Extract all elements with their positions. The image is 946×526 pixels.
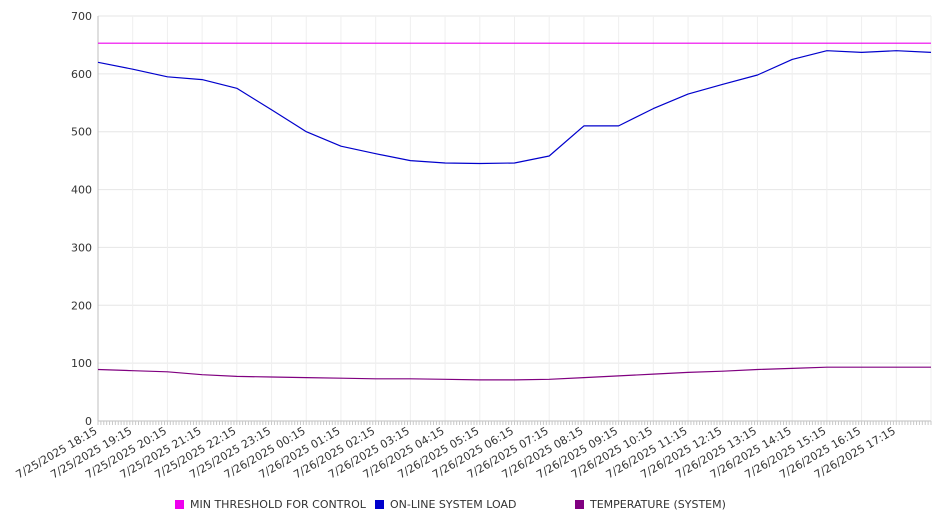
legend-item-min-threshold[interactable]: MIN THRESHOLD FOR CONTROL: [175, 498, 366, 511]
y-tick-label: 700: [71, 10, 92, 23]
axes: [97, 16, 932, 425]
legend-swatch-system-load: [375, 500, 384, 509]
grid-lines: [97, 15, 932, 421]
y-tick-label: 600: [71, 68, 92, 81]
y-tick-label: 200: [71, 299, 92, 312]
y-tick-label: 100: [71, 357, 92, 370]
y-tick-label: 500: [71, 126, 92, 139]
series-lines: [97, 42, 932, 381]
legend-label-temperature: TEMPERATURE (SYSTEM): [590, 498, 726, 511]
y-tick-label: 0: [85, 415, 92, 428]
series-line-1: [97, 50, 932, 165]
y-tick-label: 300: [71, 241, 92, 254]
legend-label-system-load: ON-LINE SYSTEM LOAD: [390, 498, 517, 511]
legend: MIN THRESHOLD FOR CONTROL ON-LINE SYSTEM…: [0, 498, 946, 516]
y-tick-label: 400: [71, 184, 92, 197]
series-line-2: [97, 366, 931, 381]
legend-swatch-min-threshold: [175, 500, 184, 509]
legend-swatch-temperature: [575, 500, 584, 509]
legend-item-temperature[interactable]: TEMPERATURE (SYSTEM): [575, 498, 726, 511]
legend-label-min-threshold: MIN THRESHOLD FOR CONTROL: [190, 498, 366, 511]
legend-item-system-load[interactable]: ON-LINE SYSTEM LOAD: [375, 498, 516, 511]
